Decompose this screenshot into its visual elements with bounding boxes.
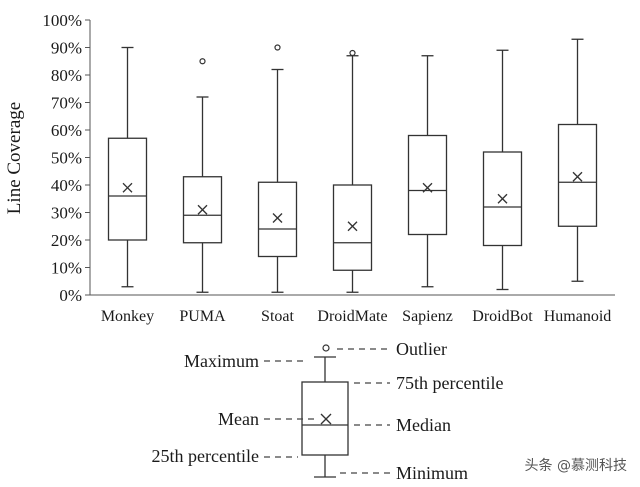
x-tick-label: DroidMate	[317, 308, 387, 325]
outlier-point	[349, 49, 356, 57]
mean-marker-stroke	[422, 182, 433, 193]
y-tick-label: 70%	[51, 94, 82, 113]
y-tick-label: 0%	[59, 286, 82, 305]
mean-marker-stroke	[497, 193, 508, 204]
watermark: 头条 @慕测科技	[525, 457, 627, 474]
mean-marker-stroke	[197, 204, 208, 215]
legend-mean-marker	[320, 413, 332, 425]
mean-marker	[272, 213, 283, 223]
x-tick-label: Humanoid	[544, 308, 612, 325]
mean-marker-stroke	[572, 171, 583, 182]
x-tick-label: DroidBot	[472, 308, 533, 325]
legend-leader-lines	[264, 348, 390, 474]
y-tick-label: 40%	[51, 176, 82, 195]
legend-median-label: Median	[396, 415, 451, 435]
y-tick-label: 100%	[42, 11, 82, 30]
box-iqr	[557, 123, 598, 227]
legend-25th-label: 25th percentile	[152, 446, 259, 466]
y-tick-label: 90%	[51, 39, 82, 58]
mean-marker	[497, 193, 508, 204]
legend-mean-label: Mean	[218, 409, 259, 429]
x-tick-label: Stoat	[261, 308, 294, 325]
y-tick-label: 20%	[51, 231, 82, 250]
box-iqr	[107, 137, 148, 241]
mean-marker	[422, 182, 433, 193]
mean-marker	[347, 221, 358, 232]
box-iqr	[407, 134, 448, 236]
y-tick-label: 50%	[51, 149, 82, 168]
y-tick-label: 10%	[51, 259, 82, 278]
box-iqr	[182, 176, 223, 244]
mean-marker-stroke	[122, 182, 133, 193]
outlier-point	[274, 44, 281, 51]
legend-75th-label: 75th percentile	[396, 373, 503, 393]
mean-marker	[197, 204, 208, 215]
mean-marker	[572, 171, 583, 182]
x-tick-label: PUMA	[179, 308, 226, 325]
box-iqr	[257, 181, 298, 258]
x-axis-labels: Monkey PUMA Stoat DroidMate Sapienz DroidBot H…	[101, 308, 611, 325]
y-tick-label: 80%	[51, 66, 82, 85]
y-axis-label: Line Coverage	[4, 102, 25, 214]
box-iqr	[482, 151, 523, 247]
y-axis-ticks: 0% 10% 20% 30% 40% 50% 60% 70% 80% 90% 100%	[42, 11, 90, 305]
x-tick-label: Sapienz	[402, 308, 453, 325]
outlier-point	[199, 58, 206, 65]
x-tick-label: Monkey	[101, 308, 154, 325]
y-tick-label: 30%	[51, 204, 82, 223]
box-iqr	[332, 184, 373, 271]
legend-minimum-label: Minimum	[396, 463, 468, 483]
mean-marker-stroke	[272, 213, 283, 223]
mean-marker	[122, 182, 133, 193]
legend-outlier-label: Outlier	[396, 339, 447, 359]
y-tick-label: 60%	[51, 121, 82, 140]
legend-maximum-label: Maximum	[184, 351, 259, 371]
boxes-group	[107, 38, 598, 293]
mean-marker-stroke	[347, 221, 358, 232]
legend-outlier-marker	[322, 344, 330, 352]
box-plot-legend: Maximum Outlier 75th percentile Mean Med…	[152, 339, 504, 483]
